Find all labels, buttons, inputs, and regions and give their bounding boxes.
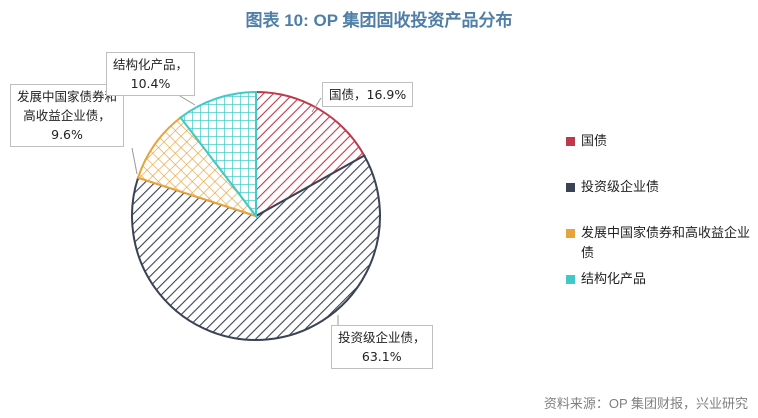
legend-item-3: 结构化产品 [566,270,753,290]
callout-label-2b: 高收益企业债， [23,108,111,123]
pie-slice-3 [179,90,257,219]
legend-label-2: 发展中国家债券和高收益企业债 [581,226,751,261]
callout-label-0: 国债，16.9% [329,87,407,102]
callout-slice-3: 结构化产品， 10.4% [106,52,196,96]
leader-line-2 [131,147,138,175]
callout-label-2c: 9.6% [51,127,83,142]
pie-slice-1 [131,154,381,341]
callout-slice-1: 投资级企业债， 63.1% [331,325,433,369]
legend-swatch-0 [566,137,575,146]
legend-label-0: 国债 [581,134,608,149]
callout-label-1a: 投资级企业债， [338,330,426,345]
legend-label-3: 结构化产品 [581,272,647,287]
legend-item-1: 投资级企业债 [566,178,753,198]
callout-slice-0: 国债，16.9% [322,82,414,107]
leader-line-3 [179,95,196,106]
legend-swatch-2 [566,229,575,238]
callout-label-2a: 发展中国家债券和 [17,89,118,104]
pie-slice-0 [255,90,366,218]
leader-line-0 [311,97,322,113]
legend-label-1: 投资级企业债 [581,180,660,195]
legend-item-2: 发展中国家债券和高收益企业债 [566,224,753,264]
source-note: 资料来源：OP 集团财报，兴业研究 [543,396,748,411]
callout-label-3b: 10.4% [130,76,171,91]
callout-label-3a: 结构化产品， [113,57,189,72]
chart-title: 图表 10: OP 集团固收投资产品分布 [245,11,513,30]
callout-label-1b: 63.1% [361,349,402,364]
legend-swatch-1 [566,183,575,192]
callout-slice-2: 发展中国家债券和 高收益企业债， 9.6% [10,84,125,147]
pie-slice-2 [136,116,259,218]
legend-swatch-3 [566,275,575,284]
legend-item-0: 国债 [566,132,753,152]
